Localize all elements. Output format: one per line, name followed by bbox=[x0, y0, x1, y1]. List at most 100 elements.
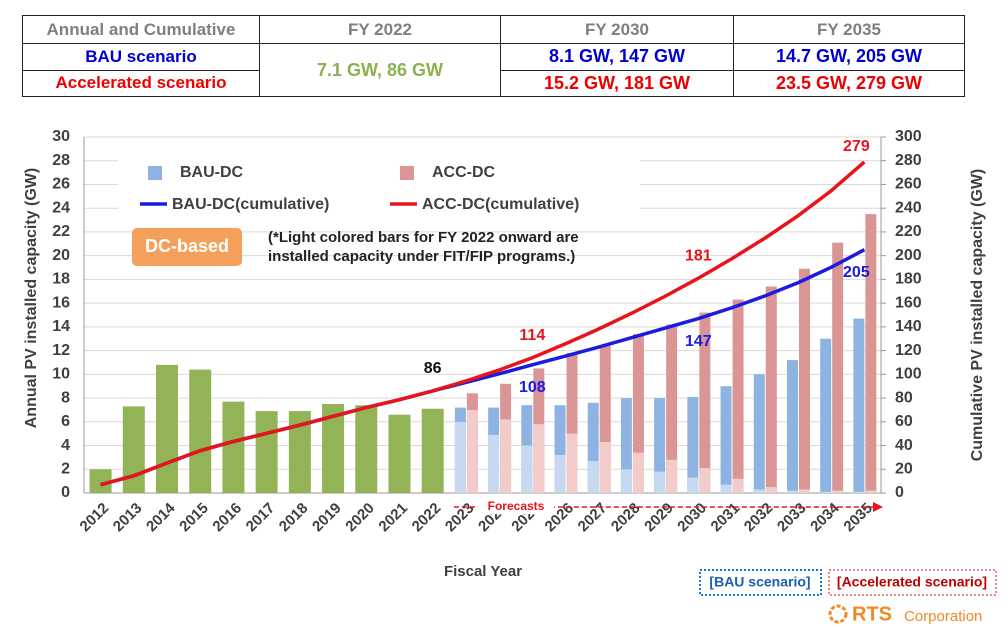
fit-fip-bar bbox=[521, 445, 533, 493]
data-label: 205 bbox=[843, 264, 870, 281]
logo-name: RTS bbox=[852, 603, 892, 625]
x-tick-label: 2022 bbox=[409, 500, 445, 536]
badge-text: DC-based bbox=[145, 236, 229, 256]
x-tick-label: 2013 bbox=[110, 500, 146, 536]
fit-fip-bar bbox=[865, 490, 877, 493]
data-label: 114 bbox=[519, 327, 545, 344]
bar bbox=[632, 333, 644, 493]
y2-tick-label: 40 bbox=[895, 437, 913, 454]
bar bbox=[687, 396, 699, 493]
bar bbox=[222, 401, 245, 493]
bar bbox=[554, 405, 566, 493]
x-tick-label: 2016 bbox=[209, 500, 245, 536]
x-tick-label: 2020 bbox=[342, 500, 378, 536]
bar bbox=[798, 268, 810, 493]
bar bbox=[388, 414, 411, 493]
tag: [BAU scenario] bbox=[709, 574, 810, 590]
header-cell: Annual and Cumulative bbox=[22, 15, 260, 44]
fit-fip-bar bbox=[632, 452, 644, 493]
bar bbox=[865, 214, 877, 493]
data-label: 147 bbox=[685, 333, 712, 350]
bar bbox=[620, 398, 632, 493]
bar bbox=[566, 352, 578, 493]
y-tick-label: 8 bbox=[61, 389, 70, 406]
bar bbox=[853, 318, 865, 493]
x-axis-title: Fiscal Year bbox=[444, 563, 522, 580]
fit-fip-bar bbox=[554, 455, 566, 493]
y2-tick-label: 180 bbox=[895, 271, 922, 288]
legend-label: BAU-DC bbox=[180, 164, 244, 181]
x-tick-label: 2012 bbox=[77, 500, 113, 536]
y-tick-label: 10 bbox=[52, 366, 70, 383]
bar bbox=[587, 402, 599, 493]
bar bbox=[322, 404, 345, 493]
bar bbox=[654, 398, 666, 493]
x-tick-label: 2034 bbox=[807, 499, 843, 535]
y2-tick-label: 20 bbox=[895, 460, 913, 477]
line bbox=[100, 160, 866, 487]
fit-fip-bar bbox=[720, 484, 732, 493]
x-tick-label: 2027 bbox=[575, 500, 611, 536]
data-label: 108 bbox=[519, 379, 546, 396]
bar bbox=[832, 242, 844, 493]
x-tick-label: 2031 bbox=[708, 500, 744, 536]
summary-table: Annual and Cumulative FY 2022 FY 2030 FY… bbox=[22, 15, 965, 97]
y-tick-label: 22 bbox=[52, 223, 70, 240]
header-cell: FY 2035 bbox=[733, 15, 965, 44]
fit-fip-bar bbox=[654, 471, 666, 493]
y2-tick-label: 300 bbox=[895, 128, 922, 145]
bar bbox=[122, 406, 145, 493]
x-tick-label: 2021 bbox=[375, 500, 411, 536]
x-tick-label: 2033 bbox=[774, 500, 810, 536]
fit-fip-bar bbox=[853, 491, 865, 493]
y-tick-label: 30 bbox=[52, 128, 70, 145]
bar bbox=[89, 469, 112, 493]
legend-box bbox=[118, 155, 640, 221]
y-tick-label: 0 bbox=[61, 484, 70, 501]
legend-label: ACC-DC bbox=[432, 164, 496, 181]
bar bbox=[189, 369, 212, 493]
x-tick-label: 2019 bbox=[309, 500, 345, 536]
fit-fip-bar bbox=[820, 491, 832, 493]
cell: 8.1 GW, 147 GW bbox=[500, 43, 734, 71]
tag-box bbox=[699, 569, 822, 596]
fit-fip-bar bbox=[533, 424, 545, 493]
fit-fip-bar bbox=[732, 478, 744, 493]
note: (*Light colored bars for FY 2022 onward … bbox=[268, 229, 579, 246]
bar bbox=[255, 411, 278, 493]
legend-swatch bbox=[148, 166, 162, 180]
cell: 23.5 GW, 279 GW bbox=[733, 69, 965, 97]
header-cell: FY 2022 bbox=[259, 15, 501, 44]
row-label: Accelerated scenario bbox=[22, 69, 260, 97]
y2-tick-label: 120 bbox=[895, 342, 922, 359]
cell: 7.1 GW, 86 GW bbox=[259, 43, 501, 97]
legend-label: BAU-DC(cumulative) bbox=[172, 196, 329, 213]
bar bbox=[699, 312, 711, 493]
y-tick-label: 2 bbox=[61, 460, 70, 477]
bar bbox=[355, 405, 378, 493]
bar bbox=[421, 408, 444, 493]
bar bbox=[288, 411, 311, 493]
y2-tick-label: 220 bbox=[895, 223, 922, 240]
y-tick-label: 14 bbox=[52, 318, 70, 335]
y2-tick-label: 60 bbox=[895, 413, 913, 430]
y2-tick-label: 140 bbox=[895, 318, 922, 335]
legend-label: ACC-DC(cumulative) bbox=[422, 196, 579, 213]
fit-fip-bar bbox=[500, 419, 512, 493]
logo-suffix: Corporation bbox=[904, 608, 982, 625]
legend-swatch bbox=[400, 166, 414, 180]
x-tick-label: 2014 bbox=[143, 499, 179, 535]
data-label: 86 bbox=[424, 360, 442, 377]
bar bbox=[156, 364, 179, 493]
badge bbox=[132, 228, 242, 266]
y-tick-label: 20 bbox=[52, 247, 70, 264]
y-tick-label: 18 bbox=[52, 271, 70, 288]
fit-fip-bar bbox=[454, 421, 466, 493]
y-tick-label: 12 bbox=[52, 342, 70, 359]
bar bbox=[765, 286, 777, 493]
fit-fip-bar bbox=[620, 469, 632, 493]
fit-fip-bar bbox=[599, 441, 611, 493]
y2-tick-label: 100 bbox=[895, 366, 922, 383]
forecast-label: Forecasts bbox=[488, 499, 545, 513]
